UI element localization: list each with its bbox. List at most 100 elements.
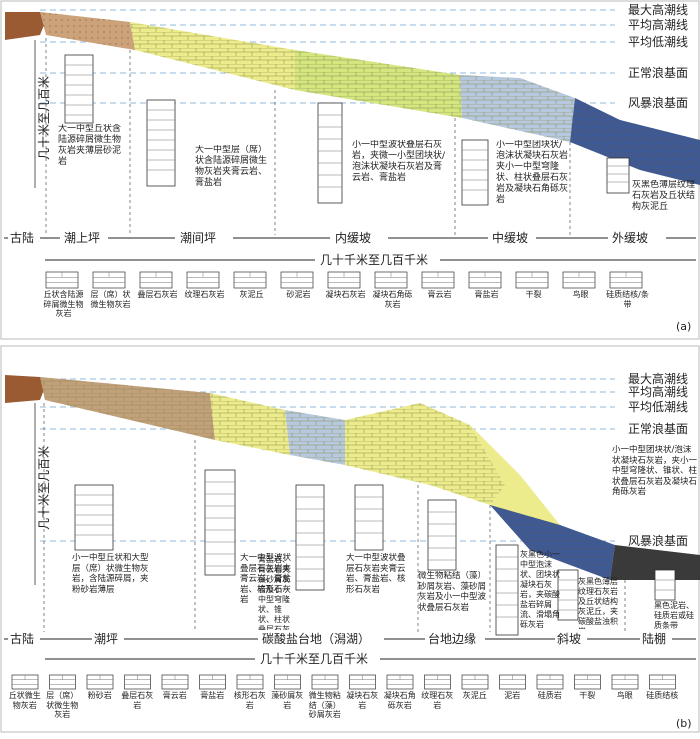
line-label: 风暴浪基面 [628,95,688,110]
distance-label: 几十千米至几百千米 [320,253,428,267]
legend-pattern [462,675,488,685]
legend-pattern [612,675,638,685]
zone-label: 古陆 [10,230,34,245]
description-slope: 灰黑色小一中型泡沫状、团块状凝块石灰岩，夹碳酸盐岩碎屑流、滑塌角砾灰岩 [520,550,560,629]
legend-label: 硅质岩 [537,691,562,700]
legend-label: 纹理石灰岩 [184,290,225,299]
description-inner-ramp: 小一中型波状叠层石灰岩，夹微一小型团块状/泡沫状凝块石灰岩及膏云岩、膏盐岩 [352,140,446,183]
zone-separators [43,403,626,632]
legend-label: 干裂 [525,290,542,299]
panel-b-diagram: 最大高潮线 平均高潮线 平均低潮线 正常浪基面 风暴浪基面 几十米至几百米 [0,345,700,733]
zone-label: 陆棚 [642,631,666,646]
line-label: 正常浪基面 [628,421,688,436]
legend-pattern [312,675,338,685]
description-upper-slope: 小一中型团块状/泡沫状凝块石灰岩，夹小一中型穹隆状、锥状、柱状叠层石灰岩及凝块石… [612,445,698,497]
legend-label: 硅质结核 [646,691,679,700]
line-label: 最大高潮线 [628,371,688,386]
zone-separators [45,38,571,235]
legend-pattern [87,675,113,685]
legend-pattern [124,675,151,685]
legend-label: 藻砂屑灰岩 [271,691,304,710]
legend-pattern [93,272,125,283]
shelf-unit [610,545,700,580]
zone-label: 潮间坪 [180,230,216,245]
legend-label: 核形石灰岩 [233,691,266,710]
legend-pattern [422,272,454,283]
legend-label: 凝块石灰岩 [346,691,379,710]
legend-label: 粉砂岩 [87,691,112,700]
line-label: 平均低潮线 [628,399,688,414]
zone-label: 潮坪 [94,631,118,646]
height-label: 几十米至几百米 [37,446,51,530]
legend-label: 丘状含陆源碎屑微生物灰岩 [43,290,84,318]
legend-label: 灰泥丘 [239,290,264,299]
description-tidal-flat: 小一中型丘状和大型层（席）状微生物灰岩，含陆源碎屑，夹粉砂岩薄层 [72,553,149,595]
legend-pattern [387,675,413,685]
description-lagoon-3: 大一中型波状叠层石灰岩夹膏云岩、膏盐岩、核形石灰岩 [346,553,406,595]
zone-label: 中缓坡 [492,230,528,245]
panel-b-frame [0,345,700,733]
legend-pattern [424,675,451,685]
legend-pattern [610,272,642,283]
zone-label: 碳酸盐台地（潟湖） [262,631,370,646]
legend-pattern [234,272,266,283]
legend-pattern [328,272,360,283]
legend-pattern [499,675,526,685]
legend-pattern [237,675,263,685]
legend-pattern [349,675,376,685]
strata-columns [74,469,676,636]
legend-pattern [516,272,548,283]
legend-pattern [375,272,407,283]
description-shelf: 黑色泥岩、硅质岩或硅质条带 [654,601,694,630]
legend-label: 膏盐岩 [474,290,499,299]
zone-label: 斜坡 [557,632,581,646]
legend-pattern [49,675,76,685]
strata-hatch [65,64,629,191]
legend-pattern [12,675,38,685]
zone-label: 外缓坡 [612,231,648,245]
legend-label: 灰泥丘 [462,691,487,700]
description-lower-slope: 灰黑色薄层纹理石灰岩及丘状结构灰泥丘，夹碳酸盐浊积岩 [578,577,618,636]
legend-pattern [537,675,563,685]
legend-label: 凝块石角砾灰岩 [383,691,416,710]
paleo-land [5,375,45,403]
description-lagoon-1: 大一中型波状叠层石灰岩夹膏云岩、膏盐岩、核形石灰岩 [240,553,292,605]
line-label: 风暴浪基面 [628,533,688,548]
legend-pattern [574,675,601,685]
line-label: 最大高潮线 [628,2,688,17]
legend-pattern [162,675,188,685]
line-label: 平均低潮线 [628,34,688,49]
strata-hatch [75,481,675,618]
description-intertidal: 大一中型层（席）状含陆源碎屑微生物灰岩夹膏云岩、膏盐岩 [195,145,268,188]
description-lagoon-2: 膏盐岩、膏云岩夹藻砂屑灰岩及小一中型穹隆状、锥状、柱状叠层石灰岩 [258,555,290,634]
legend-label: 层（席）状微生物灰岩 [46,691,79,719]
legend-label: 膏云岩 [162,691,187,700]
zone-label: 古陆 [10,631,34,646]
legend-label: 膏云岩 [427,290,452,299]
legend-label: 丘状微生物灰岩 [8,691,41,710]
line-label: 正常浪基面 [628,65,688,80]
line-label: 平均高潮线 [628,17,688,32]
legend-label: 叠层石灰岩 [137,290,178,299]
line-label: 平均高潮线 [628,384,688,399]
paleo-land [5,12,46,40]
panel-b: 最大高潮线 平均高潮线 平均低潮线 正常浪基面 风暴浪基面 几十米至几百米 [0,345,700,735]
legend-label: 干裂 [579,691,596,700]
panel-a-diagram: 最大高潮线 平均高潮线 平均低潮线 正常浪基面 风暴浪基面 几十米至几百米 [0,0,700,340]
legend-label: 砂泥岩 [286,290,311,299]
distance-label: 几十千米至几百千米 [260,652,368,666]
description-outer-ramp: 灰黑色薄层纹理石灰岩及丘状结构灰泥丘 [632,180,696,212]
legend-label: 纹理石灰岩 [421,691,454,710]
legend-label: 鸟眼 [616,691,633,700]
legend-pattern [140,272,172,283]
description-mid-ramp: 小一中型团块状/泡沫状凝块石灰岩夹小一中型穹隆状、柱状叠层石灰岩及凝块石角砾灰岩 [496,140,568,205]
legend-pattern [649,675,676,685]
legend-pattern [281,272,313,283]
legend-pattern [46,272,78,283]
description-supratidal: 大一中型丘状含陆源碎屑微生物灰岩夹薄层砂泥岩 [58,124,122,167]
legend-label: 鸟眼 [572,290,589,299]
description-margin: 微生物粘结（藻）砂屑灰岩、藻砂屑灰岩及小一中型波状叠层石灰岩 [418,571,487,613]
height-label: 几十米至几百米 [37,76,51,160]
legend-label: 微生物粘结（藻）砂屑灰岩 [308,691,341,719]
